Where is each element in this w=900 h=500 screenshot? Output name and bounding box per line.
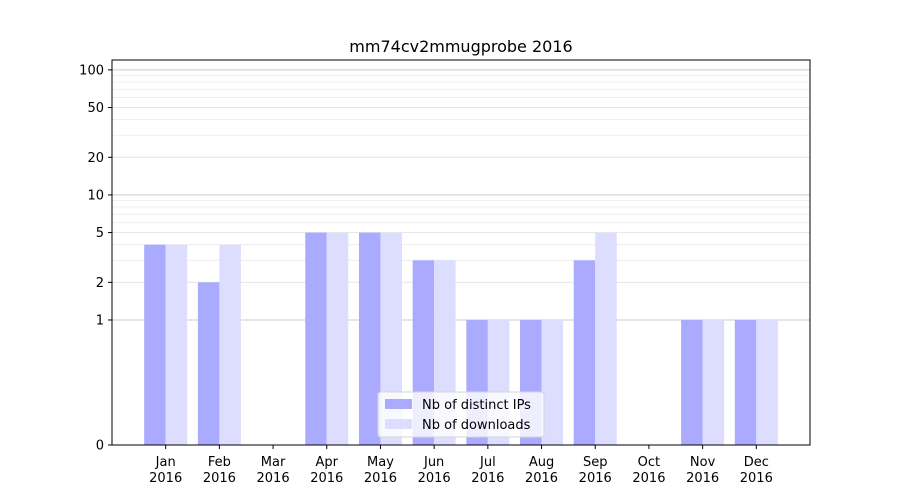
y-tick-label: 50 <box>87 101 104 116</box>
bar-distinct-ips-sep <box>573 260 596 445</box>
bar-downloads-aug <box>541 319 564 445</box>
x-tick-label-year: 2016 <box>525 471 558 486</box>
x-tick-label-year: 2016 <box>740 471 773 486</box>
legend-swatch <box>385 419 412 429</box>
bar-distinct-ips-jan <box>144 244 166 445</box>
y-tick-label: 1 <box>96 313 104 328</box>
bar-distinct-ips-dec <box>734 319 757 445</box>
x-tick-label-year: 2016 <box>418 471 451 486</box>
bar-downloads-sep <box>595 232 617 445</box>
legend-label: Nb of downloads <box>422 418 531 433</box>
bar-downloads-dec <box>756 319 778 445</box>
x-tick-label-month: Jan <box>155 455 176 470</box>
legend-swatch <box>385 399 412 409</box>
y-tick-label: 5 <box>96 226 104 241</box>
axes: Jan2016Feb2016Mar2016Apr2016May2016Jun20… <box>79 59 811 486</box>
bar-distinct-ips-may <box>358 232 381 445</box>
y-tick-label: 20 <box>87 151 104 166</box>
x-tick-label-month: Sep <box>583 455 608 470</box>
legend-label: Nb of distinct IPs <box>422 398 531 413</box>
bar-distinct-ips-nov <box>681 319 703 445</box>
x-tick-label-month: Mar <box>261 455 286 470</box>
x-tick-label-month: Nov <box>690 455 716 470</box>
plot-frame <box>111 59 811 446</box>
x-tick-label-month: Dec <box>744 455 769 470</box>
x-tick-label-year: 2016 <box>686 471 719 486</box>
x-tick-label-month: Jun <box>423 455 444 470</box>
x-tick-label-month: Aug <box>529 455 554 470</box>
bar-downloads-jan <box>165 244 188 445</box>
x-tick-label-year: 2016 <box>364 471 397 486</box>
x-tick-label-month: Oct <box>638 455 660 470</box>
bar-downloads-apr <box>326 232 349 445</box>
x-tick-label-year: 2016 <box>310 471 343 486</box>
bar-downloads-feb <box>219 244 241 445</box>
y-tick-label: 100 <box>79 63 104 78</box>
x-tick-label-month: Jul <box>479 455 496 470</box>
x-tick-label-year: 2016 <box>632 471 665 486</box>
x-tick-label-year: 2016 <box>257 471 290 486</box>
legend-box <box>377 391 545 438</box>
bar-downloads-nov <box>702 319 725 445</box>
x-tick-label-month: Apr <box>316 455 339 470</box>
x-tick-label-month: May <box>367 455 394 470</box>
chart-title: mm74cv2mmugprobe 2016 <box>349 37 572 56</box>
x-tick-label-year: 2016 <box>203 471 236 486</box>
x-tick-label-year: 2016 <box>471 471 504 486</box>
legend: Nb of distinct IPs Nb of downloads <box>377 391 545 438</box>
x-tick-label-year: 2016 <box>149 471 182 486</box>
bar-distinct-ips-feb <box>197 282 220 445</box>
y-tick-label: 10 <box>87 188 104 203</box>
bar-distinct-ips-apr <box>305 232 327 445</box>
y-tick-label: 0 <box>96 439 104 454</box>
x-tick-label-year: 2016 <box>579 471 612 486</box>
x-tick-label-month: Feb <box>208 455 231 470</box>
y-tick-label: 2 <box>96 276 104 291</box>
